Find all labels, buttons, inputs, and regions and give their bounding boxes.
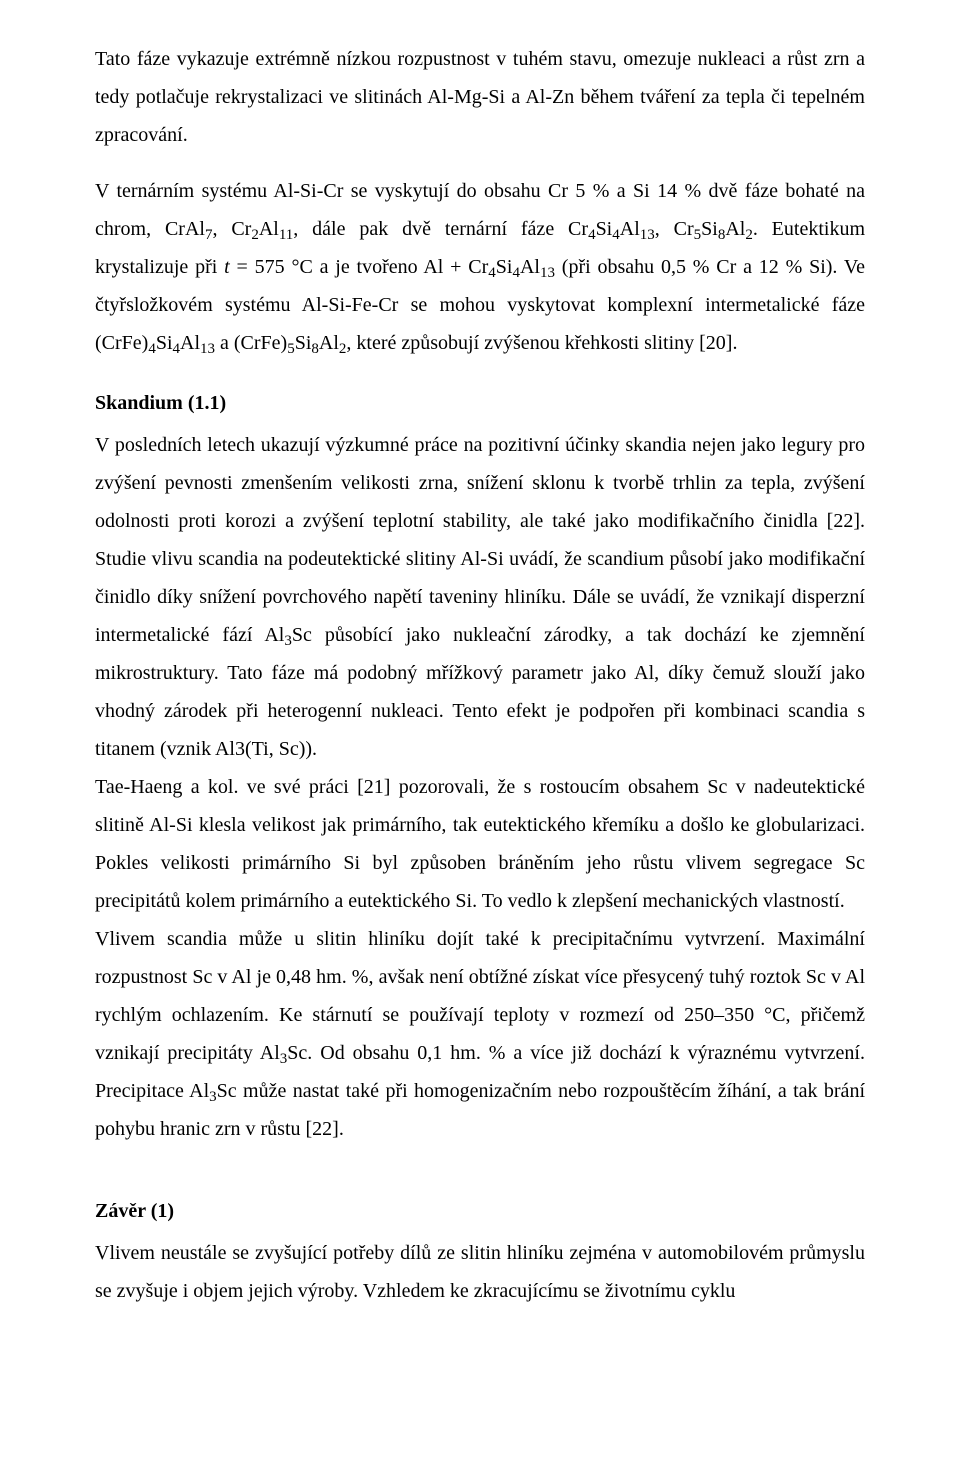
paragraph-intro-1: Tato fáze vykazuje extrémně nízkou rozpu… [95,40,865,154]
paragraph-skandium-1: V posledních letech ukazují výzkumné prá… [95,426,865,768]
document-page: Tato fáze vykazuje extrémně nízkou rozpu… [0,0,960,1460]
heading-skandium: Skandium (1.1) [95,384,865,422]
paragraph-skandium-2: Tae-Haeng a kol. ve své práci [21] pozor… [95,768,865,920]
heading-zaver: Závěr (1) [95,1192,865,1230]
paragraph-intro-2: V ternárním systému Al-Si-Cr se vyskytuj… [95,172,865,362]
paragraph-skandium-3: Vlivem scandia může u slitin hliníku doj… [95,920,865,1148]
paragraph-zaver-1: Vlivem neustále se zvyšující potřeby díl… [95,1234,865,1310]
